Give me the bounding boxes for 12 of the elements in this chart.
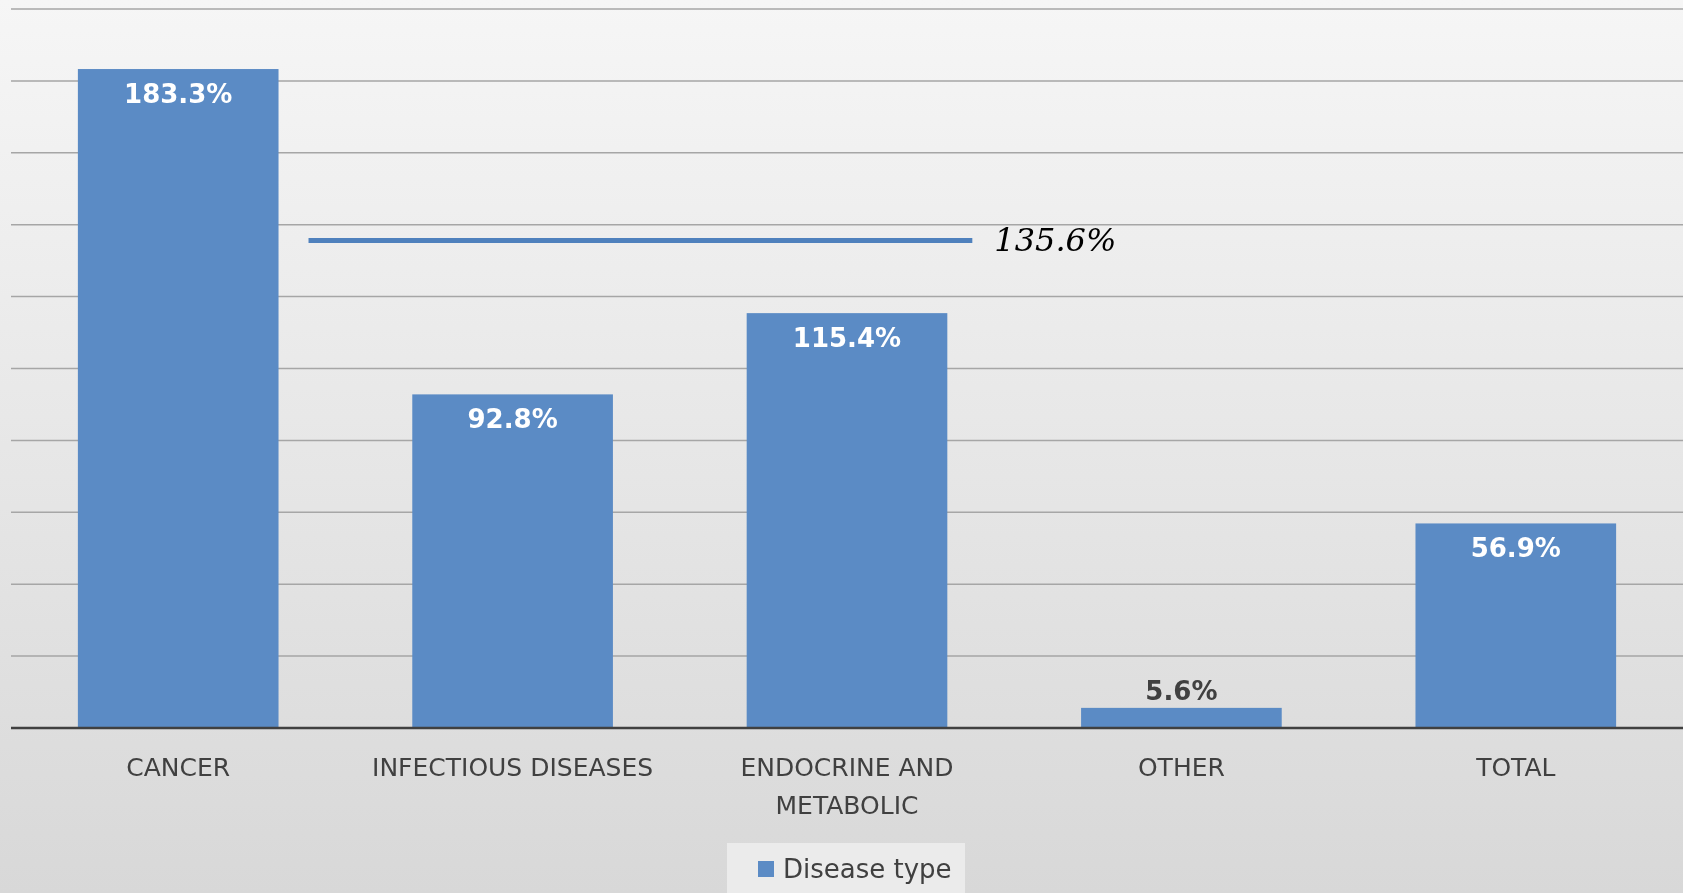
data-label: 115.4% [792, 323, 902, 354]
data-label: 92.8% [467, 404, 558, 435]
x-tick-label: INFECTIOUS DISEASES [372, 753, 654, 782]
legend-label: Disease type [783, 854, 952, 884]
data-label: 56.9% [1470, 533, 1561, 564]
x-tick-label: CANCER [126, 753, 231, 782]
ref-line-label: 135.6% [994, 220, 1117, 259]
x-tick-label: OTHER [1137, 753, 1225, 782]
x-tick-label: ENDOCRINE AND METABOLIC [740, 753, 954, 820]
data-label: 5.6% [1145, 675, 1218, 706]
x-tick-label: TOTAL [1475, 753, 1556, 782]
data-label: 183.3% [124, 79, 233, 110]
